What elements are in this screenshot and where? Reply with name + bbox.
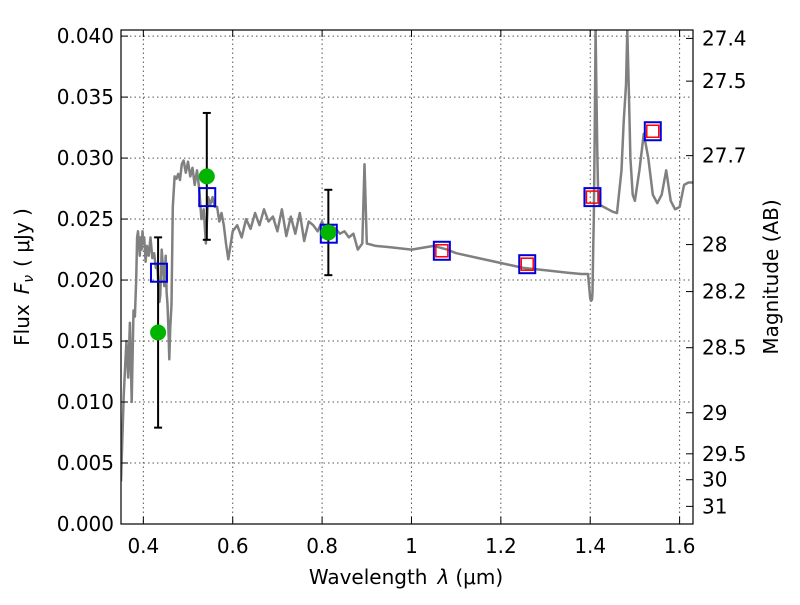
fit-photometry-marker xyxy=(435,244,449,258)
y-axis-title: FluxFν( μJy ) xyxy=(10,208,37,346)
y-tick-label: 0.015 xyxy=(57,329,114,353)
x-tick-label: 1.6 xyxy=(664,534,696,558)
x-tick-label: 0.4 xyxy=(127,534,159,558)
y-tick-label: 0.025 xyxy=(57,207,114,231)
x-tick-label: 1 xyxy=(405,534,418,558)
y2-tick-label: 27.7 xyxy=(702,144,747,168)
y2-tick-label: 27.5 xyxy=(702,69,747,93)
y-tick-label: 0.005 xyxy=(57,451,114,475)
x-axis-title: Wavelength λ (μm) xyxy=(309,565,503,589)
model-photometry-marker xyxy=(149,262,168,283)
y2-tick-label: 29 xyxy=(702,401,727,425)
y-tick-label: 0.035 xyxy=(57,85,114,109)
model-photometry-marker xyxy=(583,187,602,208)
x-tick-label: 0.8 xyxy=(306,534,338,558)
model-photometry-marker xyxy=(518,254,537,275)
y2-tick-label: 28.2 xyxy=(702,280,747,304)
marker-layer xyxy=(149,111,662,429)
observed-point xyxy=(320,224,337,241)
model-photometry-marker xyxy=(643,121,662,142)
fit-photometry-marker xyxy=(646,124,660,138)
y2-tick-label: 30 xyxy=(702,468,727,492)
series-layer xyxy=(121,30,693,482)
sed-model-line xyxy=(121,30,693,482)
y2-tick-label: 29.5 xyxy=(702,442,747,466)
fit-photometry-marker xyxy=(520,257,534,271)
plot-frame xyxy=(120,29,694,525)
y-tick-label: 0.040 xyxy=(57,24,114,48)
observed-point xyxy=(150,324,167,341)
grid-lines xyxy=(121,30,693,525)
model-photometry-marker xyxy=(432,240,451,261)
tick-layer: 0.4 0.6 0.8 1 1.2 1.4 1.6 0.000 0.005 0.010 0.015 0… xyxy=(57,24,747,558)
y2-tick-label: 28 xyxy=(702,233,727,257)
y-tick-label: 0.020 xyxy=(57,268,114,292)
y2-tick-label: 31 xyxy=(702,494,727,518)
x-tick-label: 0.6 xyxy=(217,534,249,558)
y-tick-label: 0.030 xyxy=(57,146,114,170)
y-tick-label: 0.000 xyxy=(57,512,114,536)
y2-axis-title: Magnitude (AB) xyxy=(759,199,783,354)
y2-tick-label: 27.4 xyxy=(702,26,747,50)
x-tick-label: 1.2 xyxy=(485,534,517,558)
y-tick-label: 0.010 xyxy=(57,390,114,414)
fit-photometry-marker xyxy=(585,190,600,204)
observed-point xyxy=(198,168,215,185)
model-photometry-marker xyxy=(198,187,217,208)
x-tick-label: 1.4 xyxy=(574,534,606,558)
y2-tick-label: 28.5 xyxy=(702,336,747,360)
